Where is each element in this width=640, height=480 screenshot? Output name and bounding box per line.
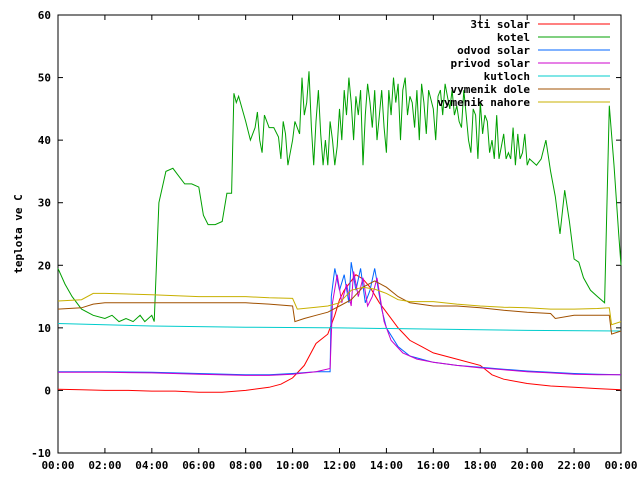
legend-label: odvod solar	[457, 44, 530, 57]
legend-label: vymenik nahore	[437, 96, 530, 109]
x-tick-label: 14:00	[370, 459, 403, 472]
legend-label: vymenik dole	[451, 83, 531, 96]
legend-label: kotel	[497, 31, 530, 44]
series-line	[57, 286, 622, 326]
series-line	[57, 323, 622, 332]
y-axis-label: teplota ve C	[12, 194, 25, 273]
x-tick-label: 16:00	[417, 459, 450, 472]
legend-label: 3ti solar	[470, 18, 530, 31]
y-tick-labels: -10 0 10 20 30 40 50 60	[31, 9, 51, 460]
series-line	[57, 71, 622, 323]
y-tick-label: 10	[38, 322, 51, 335]
x-tick-label: 20:00	[511, 459, 544, 472]
x-tick-label: 10:00	[276, 459, 309, 472]
legend-label: kutloch	[484, 70, 530, 83]
series-line	[57, 274, 622, 393]
x-tick-label: 04:00	[135, 459, 168, 472]
x-tick-label: 00:00	[604, 459, 637, 472]
y-tick-label: 60	[38, 9, 51, 22]
x-tick-label: 02:00	[88, 459, 121, 472]
x-tick-label: 12:00	[323, 459, 356, 472]
axis-ticks	[57, 14, 622, 454]
x-tick-label: 00:00	[41, 459, 74, 472]
series-line	[58, 271, 621, 376]
series-line	[58, 262, 622, 376]
plot-area	[57, 14, 622, 454]
legend-label: privod solar	[451, 57, 531, 70]
x-tick-label: 06:00	[182, 459, 215, 472]
series-line	[57, 280, 622, 335]
series-lines	[57, 71, 622, 393]
y-tick-label: -10	[31, 447, 51, 460]
x-tick-label: 18:00	[464, 459, 497, 472]
y-tick-label: 20	[38, 259, 51, 272]
x-tick-label: 22:00	[558, 459, 591, 472]
y-tick-label: 0	[44, 384, 51, 397]
y-tick-label: 50	[38, 72, 51, 85]
x-tick-labels: 00:00 02:00 04:00 06:00 08:00 10:00 12:00 14:00…	[41, 459, 637, 472]
y-tick-label: 30	[38, 197, 51, 210]
x-tick-label: 08:00	[229, 459, 262, 472]
y-tick-label: 40	[38, 134, 51, 147]
